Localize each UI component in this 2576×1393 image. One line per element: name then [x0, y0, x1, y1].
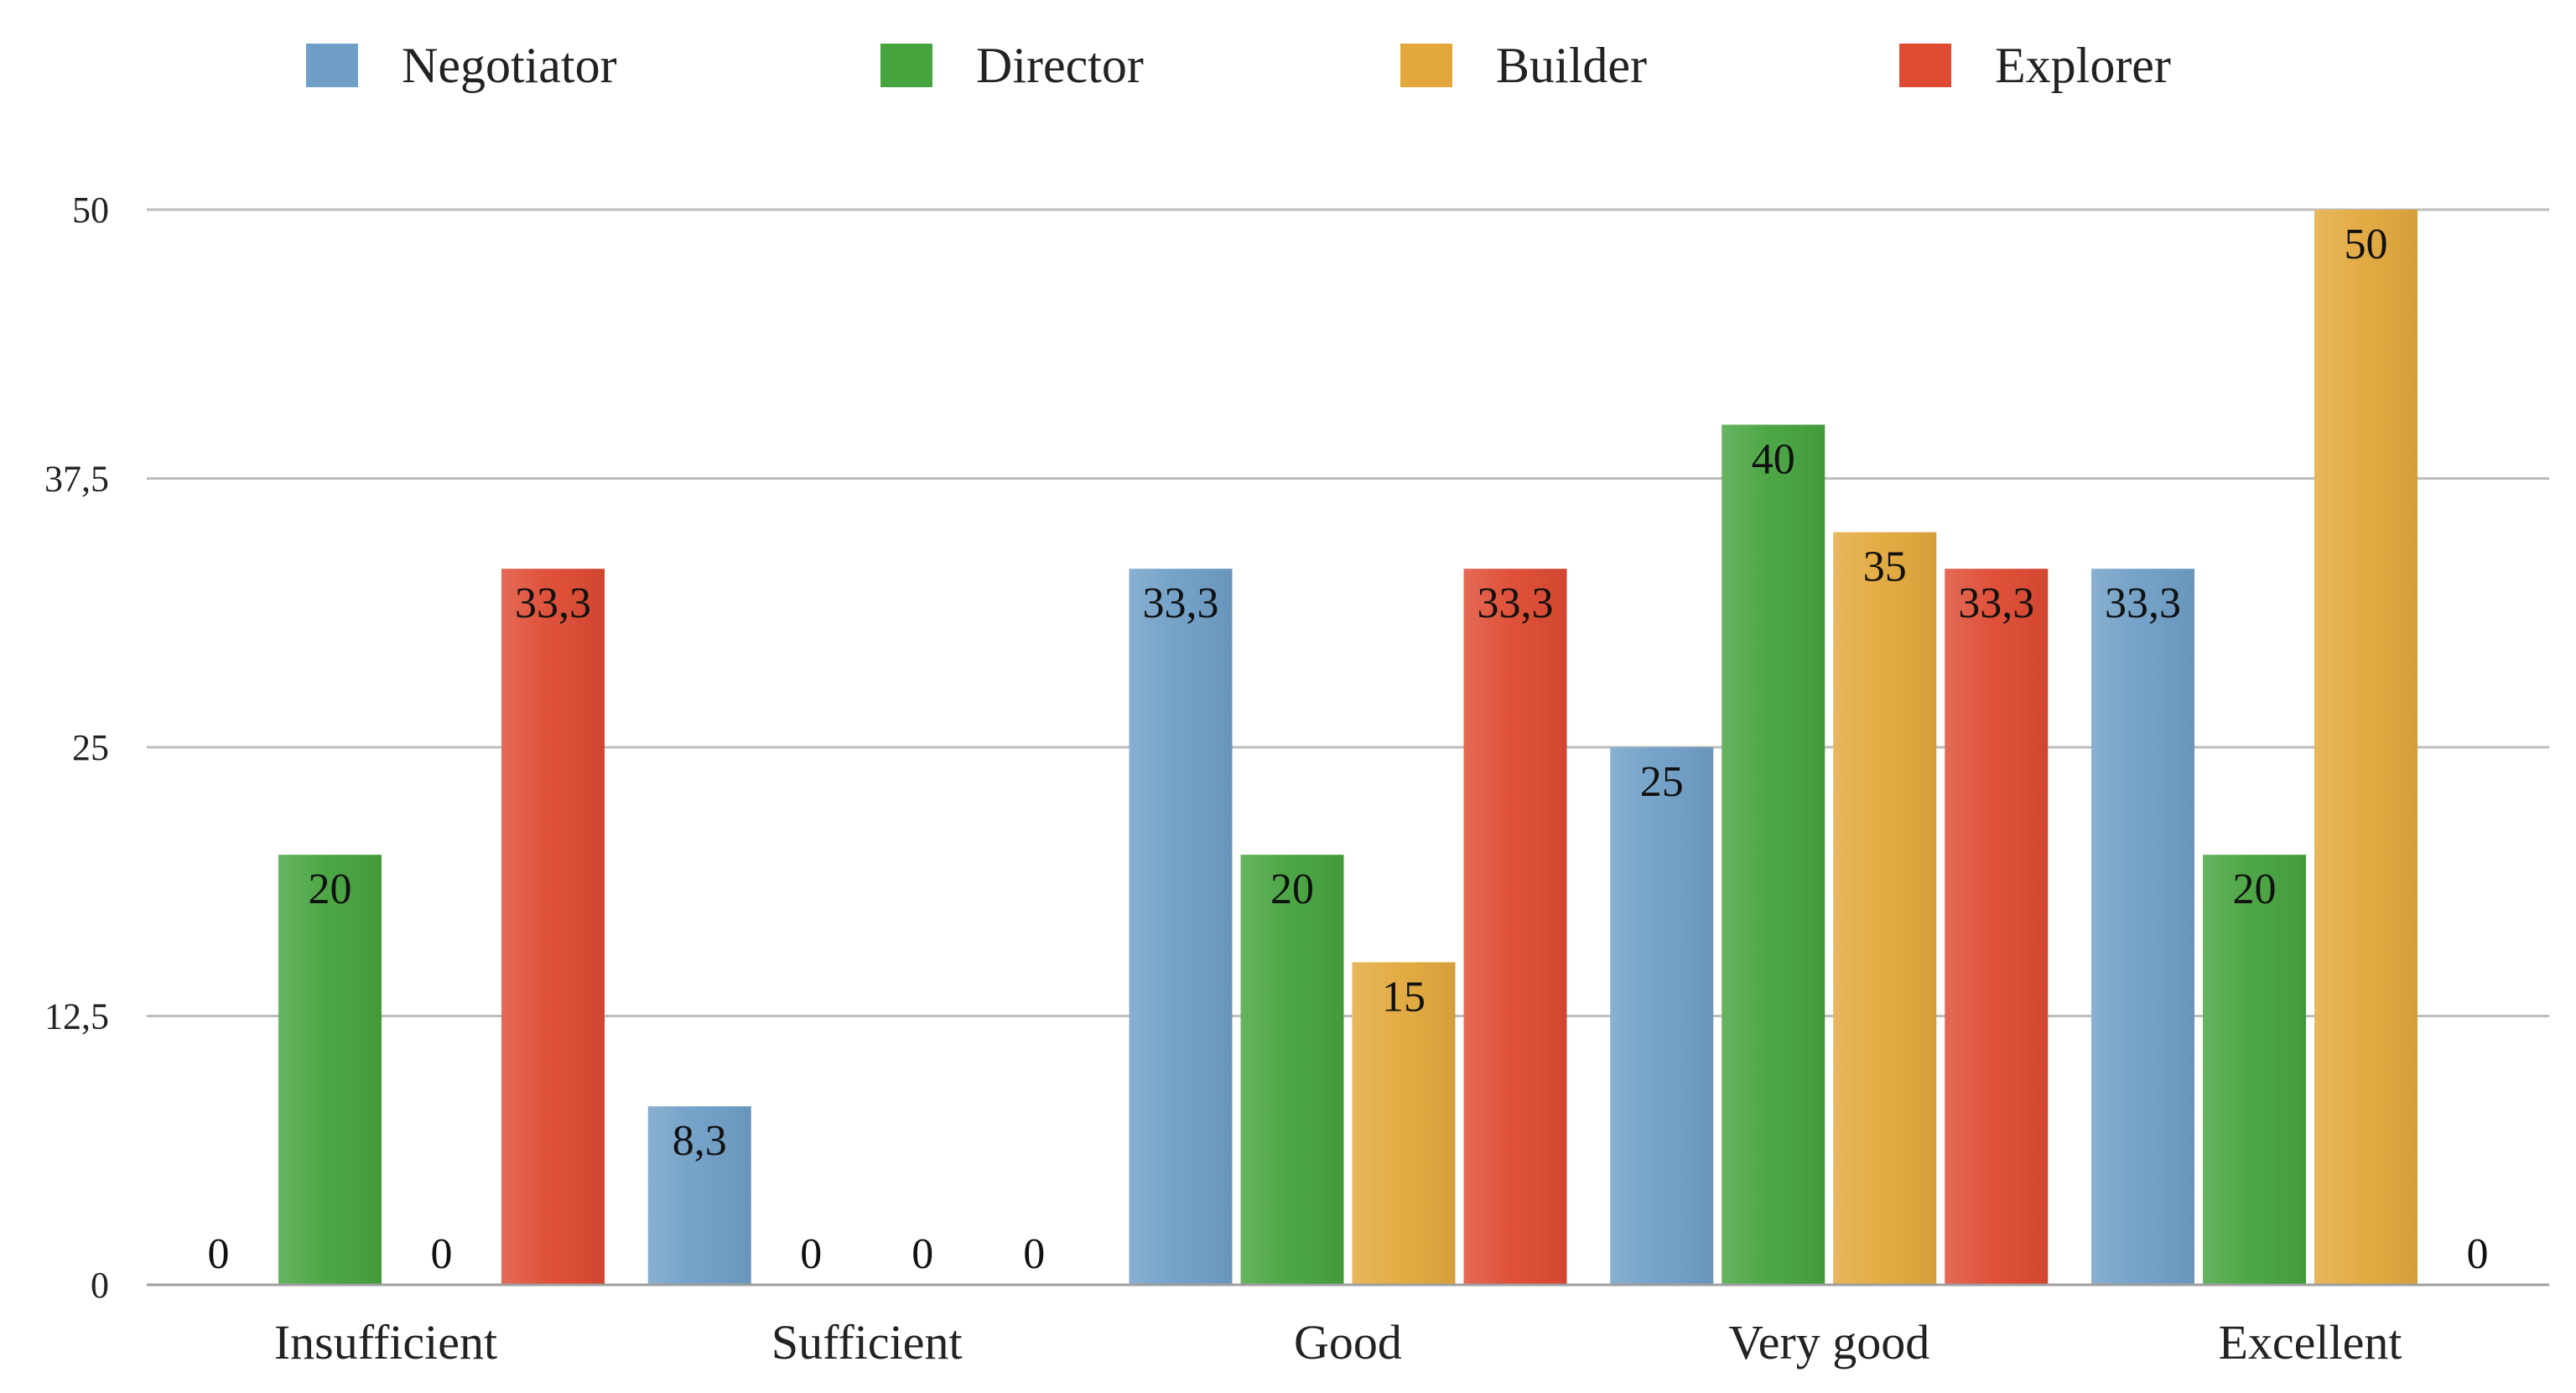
data-label-explorer: 33,3 — [1478, 580, 1554, 627]
bar-sheen — [1610, 747, 1714, 1285]
bar-sheen — [1129, 569, 1233, 1285]
data-label-explorer: 0 — [2467, 1230, 2489, 1278]
data-label-builder: 50 — [2345, 221, 2388, 268]
legend-item-negotiator: Negotiator — [306, 32, 617, 99]
x-tick-label: Excellent — [2218, 1315, 2402, 1370]
y-tick-label: 12,5 — [44, 996, 109, 1037]
data-label-negotiator: 8,3 — [673, 1117, 727, 1165]
legend-label-negotiator: Negotiator — [402, 37, 617, 93]
bar-sheen — [1833, 532, 1937, 1285]
data-label-director: 40 — [1752, 435, 1795, 483]
bar-sheen — [647, 1106, 751, 1285]
data-label-director: 20 — [2233, 865, 2277, 913]
data-label-builder: 15 — [1382, 973, 1426, 1021]
data-label-explorer: 0 — [1023, 1230, 1045, 1278]
data-label-negotiator: 33,3 — [2105, 580, 2181, 627]
legend-swatch-explorer — [1899, 44, 1951, 87]
bar-sheen — [2314, 210, 2418, 1285]
y-tick-label: 50 — [72, 190, 109, 231]
axes: 0 12,5 25 37,5 50 Insufficient Sufficient Good V… — [44, 190, 2549, 1370]
legend-swatch-negotiator — [306, 44, 358, 87]
bar-sheen — [2091, 569, 2194, 1285]
legend-label-builder: Builder — [1496, 37, 1647, 93]
bar-sheen — [1722, 424, 1826, 1285]
bar-sheen — [1240, 855, 1344, 1285]
data-label-negotiator: 25 — [1640, 758, 1684, 806]
legend-item-director: Director — [880, 32, 1144, 99]
y-tick-label: 37,5 — [44, 459, 109, 500]
x-tick-label: Sufficient — [771, 1315, 963, 1370]
data-label-explorer: 33,3 — [515, 580, 591, 627]
x-tick-label: Insufficient — [274, 1315, 497, 1370]
x-tick-label: Good — [1294, 1315, 1402, 1370]
legend-swatch-builder — [1400, 44, 1452, 87]
legend-item-explorer: Explorer — [1899, 32, 2171, 99]
bar-sheen — [1463, 569, 1567, 1285]
y-tick-label: 0 — [91, 1265, 109, 1306]
y-tick-label: 25 — [72, 727, 109, 768]
legend-item-builder: Builder — [1400, 32, 1647, 99]
x-tick-label: Very good — [1728, 1315, 1929, 1370]
bar-sheen — [1945, 569, 2049, 1285]
data-label-director: 20 — [1270, 865, 1314, 913]
data-labels: 0 8,3 33,3 25 33,3 20 0 20 40 20 0 0 15 35 50 33,3 0 33,3… — [208, 221, 2489, 1278]
data-label-negotiator: 33,3 — [1143, 580, 1219, 627]
legend-label-director: Director — [976, 37, 1144, 93]
legend-label-explorer: Explorer — [1995, 37, 2171, 93]
bars — [278, 210, 2418, 1285]
data-label-director: 20 — [309, 865, 352, 913]
bar-sheen — [278, 855, 382, 1285]
legend-swatch-director — [880, 44, 932, 87]
bar-sheen — [1352, 962, 1456, 1285]
data-label-negotiator: 0 — [208, 1230, 230, 1278]
data-label-builder: 35 — [1863, 543, 1907, 591]
data-label-builder: 0 — [431, 1230, 453, 1278]
data-label-explorer: 33,3 — [1958, 580, 2034, 627]
data-label-director: 0 — [800, 1230, 822, 1278]
bar-sheen — [501, 569, 605, 1285]
bar-sheen — [2203, 855, 2306, 1285]
data-label-builder: 0 — [911, 1230, 933, 1278]
